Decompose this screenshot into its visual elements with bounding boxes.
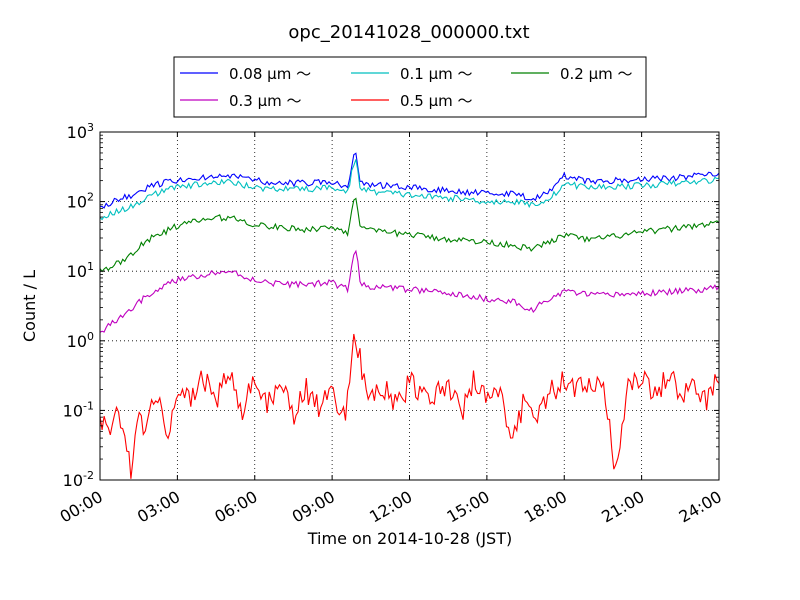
x-tick-label: 21:00	[598, 487, 647, 527]
legend-item: 0.08 μm ～	[180, 65, 311, 83]
x-axis-label: Time on 2014-10-28 (JST)	[307, 529, 512, 548]
x-tick-label: 18:00	[521, 487, 570, 527]
x-tick-label: 03:00	[134, 487, 183, 527]
y-tick-label: 10-2	[63, 469, 94, 490]
axis-ticks	[99, 131, 720, 481]
chart-title: opc_20141028_000000.txt	[288, 22, 529, 43]
x-tick-label: 12:00	[366, 487, 415, 527]
x-tick-label: 00:00	[57, 487, 106, 527]
legend-label: 0.3 μm ～	[229, 92, 302, 110]
legend-label: 0.1 μm ～	[400, 65, 473, 83]
legend-item: 0.2 μm ～	[511, 65, 633, 83]
x-tick-label: 15:00	[443, 487, 492, 527]
legend-label: 0.2 μm ～	[560, 65, 633, 83]
legend-box	[173, 56, 647, 118]
series-0-5um-line	[99, 333, 720, 479]
legend-item: 0.3 μm ～	[180, 92, 302, 110]
series-0-1um-line	[99, 159, 720, 221]
series-0-08um-line	[99, 152, 720, 209]
y-tick-label: 101	[67, 260, 94, 281]
y-tick-label: 102	[67, 191, 94, 212]
legend-item: 0.5 μm ～	[351, 92, 473, 110]
x-tick-label: 09:00	[289, 487, 338, 527]
legend-label: 0.08 μm ～	[229, 65, 311, 83]
series-lines	[99, 152, 720, 479]
y-tick-labels: 10-2 10-1 100 101 102 103	[63, 121, 94, 490]
y-axis-label: Count / L	[20, 270, 39, 342]
legend-label: 0.5 μm ～	[400, 92, 473, 110]
x-tick-label: 24:00	[676, 487, 725, 527]
legend: 0.08 μm ～ 0.1 μm ～ 0.2 μm ～ 0.3 μm ～ 0.5 μm …	[173, 56, 647, 118]
y-tick-label: 10-1	[63, 399, 94, 420]
y-tick-label: 103	[67, 121, 94, 142]
series-0-2um-line	[99, 197, 720, 273]
series-0-3um-line	[99, 249, 720, 333]
x-tick-label: 06:00	[211, 487, 260, 527]
y-tick-label: 100	[67, 330, 94, 351]
legend-item: 0.1 μm ～	[351, 65, 473, 83]
x-tick-labels: 00:00 03:00 06:00 09:00 12:00 15:00 18:00 21:00…	[57, 487, 725, 527]
